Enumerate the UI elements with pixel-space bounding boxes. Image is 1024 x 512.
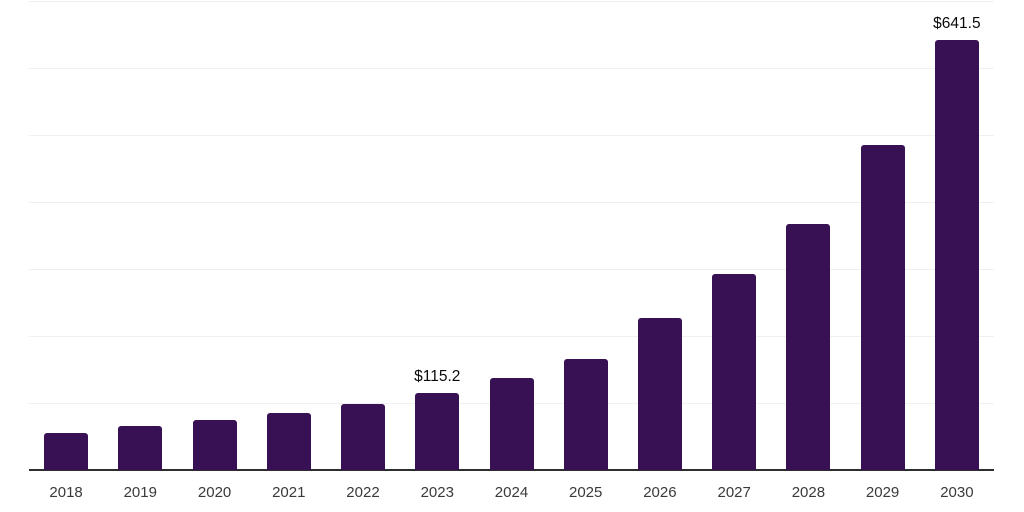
bar-2027: [712, 274, 757, 470]
x-axis-line: [29, 469, 994, 471]
bar-2018: [44, 433, 89, 470]
x-tick-label-2020: 2020: [197, 484, 232, 501]
bar-2026: [638, 318, 682, 470]
gridline-700: [29, 1, 994, 2]
x-tick-label-2022: 2022: [346, 484, 380, 501]
bar-2020: [192, 420, 237, 470]
value-label-2030: $641.5: [933, 15, 981, 33]
bar-2025: [563, 359, 608, 470]
x-tick-label-2030: 2030: [940, 484, 974, 501]
bar-2029: [860, 144, 905, 470]
x-tick-label-2029: 2029: [865, 484, 900, 501]
gridline-300: [29, 269, 994, 270]
x-tick-label-2026: 2026: [643, 484, 677, 501]
gridline-600: [29, 68, 994, 69]
x-tick-label-2023: 2023: [420, 484, 454, 501]
bar-2022: [341, 404, 385, 470]
x-tick-label-2025: 2025: [569, 484, 603, 501]
x-tick-label-2028: 2028: [791, 484, 826, 501]
bar-2021: [266, 412, 311, 470]
x-tick-label-2021: 2021: [272, 484, 306, 501]
gridline-500: [29, 135, 994, 136]
x-tick-label-2027: 2027: [717, 484, 751, 501]
bar-2028: [786, 224, 831, 470]
bar-2023: [415, 392, 460, 470]
x-tick-label-2019: 2019: [123, 484, 157, 501]
bar-2024: [489, 377, 534, 470]
gridline-200: [29, 336, 994, 337]
x-tick-label-2024: 2024: [494, 484, 529, 501]
x-tick-label-2018: 2018: [49, 484, 83, 501]
value-label-2023: $115.2: [414, 367, 461, 385]
gridline-400: [29, 202, 994, 203]
bar-2019: [118, 426, 163, 470]
bar-2030: [934, 40, 979, 470]
